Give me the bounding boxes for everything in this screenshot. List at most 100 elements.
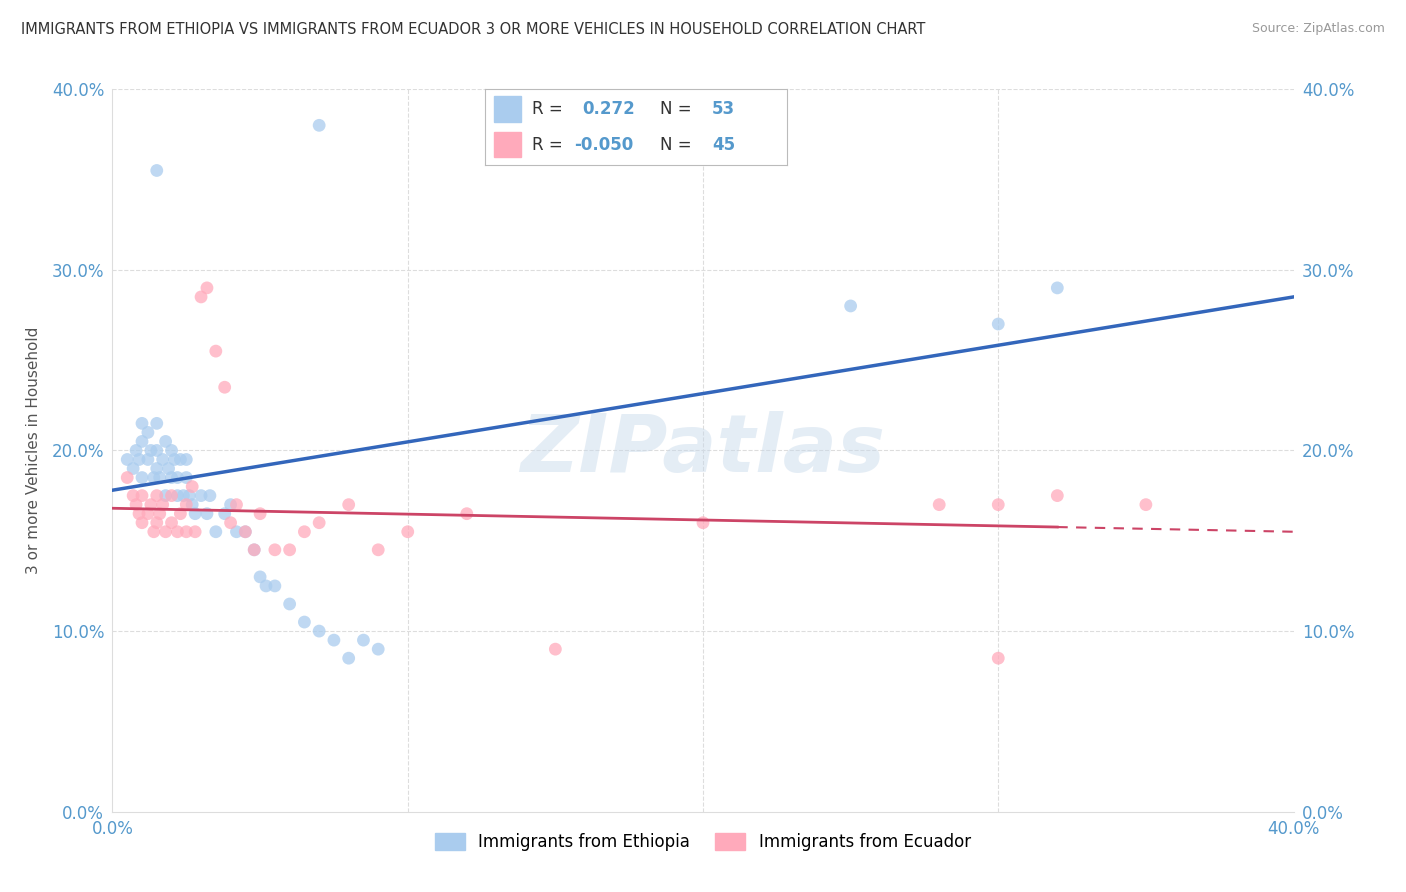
Point [174, 470, 197, 484]
Legend: Immigrants from Ethiopia, Immigrants from Ecuador: Immigrants from Ethiopia, Immigrants fro… [429, 826, 977, 857]
Point [146, 443, 169, 458]
Point [1046, 281, 1069, 295]
Point [166, 470, 188, 484]
Point [219, 516, 242, 530]
Point [839, 299, 862, 313]
Point [308, 624, 330, 639]
Point [323, 633, 346, 648]
Point [181, 498, 204, 512]
Point [292, 524, 315, 539]
Point [928, 498, 950, 512]
Point [122, 489, 145, 503]
Point [367, 542, 389, 557]
Point [198, 489, 221, 503]
Y-axis label: 3 or more Vehicles in Household: 3 or more Vehicles in Household [25, 326, 41, 574]
Point [174, 524, 197, 539]
Point [987, 498, 1010, 512]
Point [233, 524, 256, 539]
Text: R =: R = [531, 100, 562, 118]
Point [264, 579, 287, 593]
Point [139, 498, 162, 512]
Point [249, 570, 271, 584]
Point [692, 516, 714, 530]
Point [146, 163, 169, 178]
Point [125, 498, 148, 512]
Point [264, 542, 287, 557]
Point [152, 452, 174, 467]
Point [243, 542, 266, 557]
Point [152, 498, 174, 512]
Point [125, 443, 148, 458]
Point [160, 516, 183, 530]
Point [122, 461, 145, 475]
Point [1135, 498, 1157, 512]
Point [1046, 489, 1069, 503]
Text: 53: 53 [711, 100, 735, 118]
Text: ZIPatlas: ZIPatlas [520, 411, 886, 490]
Point [131, 434, 153, 449]
Point [160, 470, 183, 484]
Point [166, 489, 188, 503]
Point [292, 615, 315, 629]
Point [157, 461, 180, 475]
Point [155, 489, 177, 503]
Point [163, 452, 186, 467]
Point [225, 524, 247, 539]
Point [136, 452, 159, 467]
Point [308, 516, 330, 530]
Text: R =: R = [531, 136, 562, 153]
Point [146, 489, 169, 503]
Text: N =: N = [661, 100, 692, 118]
Point [149, 470, 172, 484]
Point [214, 507, 236, 521]
Point [225, 498, 247, 512]
Point [169, 507, 191, 521]
Point [149, 507, 172, 521]
Point [352, 633, 374, 648]
Point [166, 524, 188, 539]
Point [117, 452, 138, 467]
Point [179, 489, 201, 503]
Point [146, 417, 169, 431]
Text: IMMIGRANTS FROM ETHIOPIA VS IMMIGRANTS FROM ECUADOR 3 OR MORE VEHICLES IN HOUSEH: IMMIGRANTS FROM ETHIOPIA VS IMMIGRANTS F… [21, 22, 925, 37]
Text: -0.050: -0.050 [574, 136, 634, 153]
Point [142, 470, 165, 484]
Point [174, 452, 197, 467]
Point [308, 118, 330, 132]
Point [278, 542, 301, 557]
Point [190, 290, 212, 304]
Point [544, 642, 567, 657]
Point [128, 452, 150, 467]
Point [169, 452, 191, 467]
Point [139, 443, 162, 458]
Text: N =: N = [661, 136, 692, 153]
Point [131, 470, 153, 484]
Point [136, 425, 159, 440]
Point [174, 498, 197, 512]
Point [249, 507, 271, 521]
Point [337, 651, 360, 665]
Point [190, 489, 212, 503]
Point [146, 516, 169, 530]
Point [219, 498, 242, 512]
Point [205, 524, 228, 539]
Text: Source: ZipAtlas.com: Source: ZipAtlas.com [1251, 22, 1385, 36]
Text: 0.272: 0.272 [582, 100, 634, 118]
Point [278, 597, 301, 611]
Point [233, 524, 256, 539]
Text: 45: 45 [711, 136, 735, 153]
Point [243, 542, 266, 557]
Bar [494, 132, 522, 158]
Point [172, 489, 194, 503]
Point [396, 524, 419, 539]
Point [337, 498, 360, 512]
Point [160, 489, 183, 503]
Point [205, 344, 228, 359]
Point [195, 507, 218, 521]
Point [987, 651, 1010, 665]
Point [195, 281, 218, 295]
Point [456, 507, 478, 521]
Point [155, 434, 177, 449]
Point [131, 516, 153, 530]
Point [367, 642, 389, 657]
